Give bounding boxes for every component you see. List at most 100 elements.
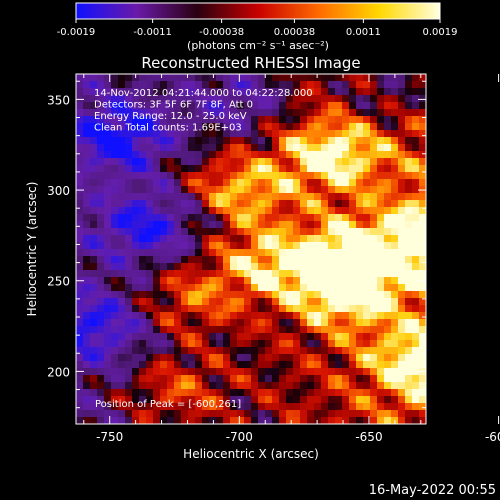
heatmap-cell	[139, 228, 147, 236]
heatmap-cell	[181, 172, 189, 180]
heatmap-cell	[335, 396, 343, 404]
heatmap-cell	[181, 277, 189, 285]
heatmap-cell	[314, 298, 322, 306]
heatmap-cell	[104, 151, 112, 159]
heatmap-cell	[398, 88, 406, 96]
heatmap-cell	[118, 417, 126, 424]
heatmap-cell	[216, 284, 224, 292]
heatmap-cell	[146, 403, 154, 411]
heatmap-cell	[272, 368, 280, 376]
heatmap-cell	[216, 347, 224, 355]
heatmap-cell	[223, 375, 231, 383]
heatmap-cell	[244, 123, 252, 131]
heatmap-cell	[237, 235, 245, 243]
heatmap-cell	[335, 130, 343, 138]
heatmap-cell	[160, 102, 168, 110]
heatmap-cell	[160, 347, 168, 355]
heatmap-cell	[139, 284, 147, 292]
heatmap-cell	[181, 144, 189, 152]
heatmap-cell	[370, 256, 378, 264]
heatmap-cell	[356, 375, 364, 383]
heatmap-cell	[90, 403, 98, 411]
heatmap-cell	[370, 235, 378, 243]
heatmap-cell	[160, 417, 168, 424]
heatmap-cell	[160, 354, 168, 362]
heatmap-cell	[118, 81, 126, 89]
heatmap-cell	[188, 326, 196, 334]
heatmap-cell	[181, 326, 189, 334]
heatmap-cell	[90, 186, 98, 194]
heatmap-cell	[349, 81, 357, 89]
heatmap-cell	[307, 354, 315, 362]
heatmap-cell	[104, 375, 112, 383]
heatmap-cell	[209, 242, 217, 250]
heatmap-cell	[328, 256, 336, 264]
heatmap-cell	[279, 88, 287, 96]
heatmap-cell	[307, 382, 315, 390]
heatmap-cell	[314, 207, 322, 215]
heatmap-cell	[188, 333, 196, 341]
heatmap-cell	[97, 333, 105, 341]
heatmap-cell	[300, 354, 308, 362]
heatmap-cell	[104, 361, 112, 369]
heatmap-cell	[272, 151, 280, 159]
heatmap-cell	[349, 326, 357, 334]
heatmap-cell	[139, 130, 147, 138]
heatmap-cell	[314, 410, 322, 418]
heatmap-cell	[349, 242, 357, 250]
heatmap-cell	[342, 298, 350, 306]
heatmap-cell	[384, 396, 392, 404]
heatmap-cell	[342, 354, 350, 362]
heatmap-cell	[146, 130, 154, 138]
heatmap-cell	[244, 417, 252, 424]
heatmap-cell	[195, 326, 203, 334]
heatmap-cell	[104, 172, 112, 180]
heatmap-cell	[188, 347, 196, 355]
heatmap-cell	[167, 340, 175, 348]
heatmap-cell	[209, 193, 217, 201]
heatmap-cell	[279, 389, 287, 397]
heatmap-cell	[146, 179, 154, 187]
heatmap-cell	[83, 277, 91, 285]
heatmap-cell	[307, 396, 315, 404]
heatmap-cell	[216, 263, 224, 271]
heatmap-cell	[356, 200, 364, 208]
heatmap-cell	[174, 172, 182, 180]
heatmap-cell	[307, 221, 315, 229]
heatmap-cell	[125, 95, 133, 103]
heatmap-cell	[363, 102, 371, 110]
heatmap-cell	[300, 95, 308, 103]
heatmap-cell	[111, 228, 119, 236]
heatmap-cell	[83, 228, 91, 236]
heatmap-cell	[83, 284, 91, 292]
heatmap-cell	[391, 354, 399, 362]
heatmap-cell	[111, 354, 119, 362]
heatmap-cell	[139, 95, 147, 103]
heatmap-cell	[195, 417, 203, 424]
heatmap-cell	[146, 144, 154, 152]
heatmap-cell	[370, 263, 378, 271]
heatmap-cell	[104, 396, 112, 404]
heatmap-cell	[251, 326, 259, 334]
heatmap-cell	[118, 221, 126, 229]
heatmap-cell	[279, 228, 287, 236]
heatmap-cell	[314, 137, 322, 145]
heatmap-cell	[174, 319, 182, 327]
heatmap-cell	[300, 277, 308, 285]
heatmap-cell	[321, 186, 329, 194]
heatmap-cell	[216, 417, 224, 424]
heatmap-cell	[223, 277, 231, 285]
heatmap-cell	[167, 172, 175, 180]
heatmap-cell	[125, 354, 133, 362]
heatmap-cell	[412, 263, 420, 271]
heatmap-cell	[356, 81, 364, 89]
heatmap-cell	[398, 312, 406, 320]
heatmap-cell	[202, 214, 210, 222]
annotation-line: Energy Range: 12.0 - 25.0 keV	[94, 111, 247, 122]
heatmap-cell	[314, 186, 322, 194]
heatmap-cell	[342, 270, 350, 278]
heatmap-cell	[356, 186, 364, 194]
heatmap-cell	[104, 277, 112, 285]
heatmap-cell	[202, 158, 210, 166]
